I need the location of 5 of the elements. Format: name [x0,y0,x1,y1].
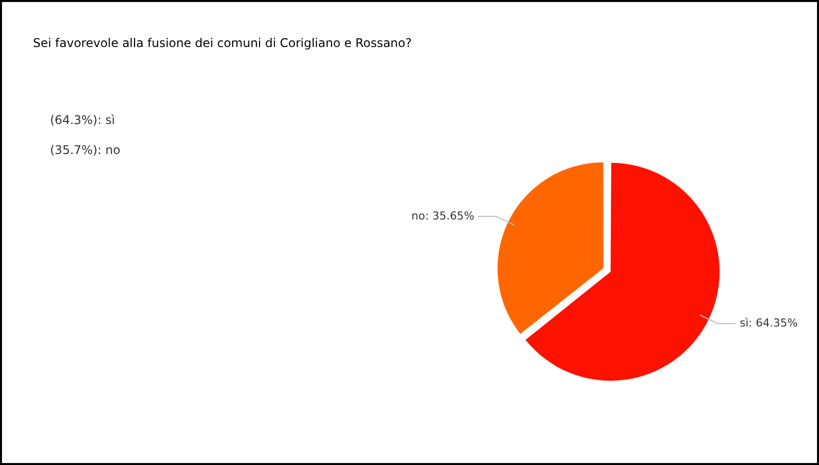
slice-label: no: 35.65% [411,209,474,222]
slice-label: sì: 64.35% [740,316,798,330]
text: Sei favorevole alla fusione dei comuni di Corigliano e Rossano? [33,36,412,50]
text: (64.3%): sì [50,113,115,127]
text: (35.7%): no [50,143,120,157]
